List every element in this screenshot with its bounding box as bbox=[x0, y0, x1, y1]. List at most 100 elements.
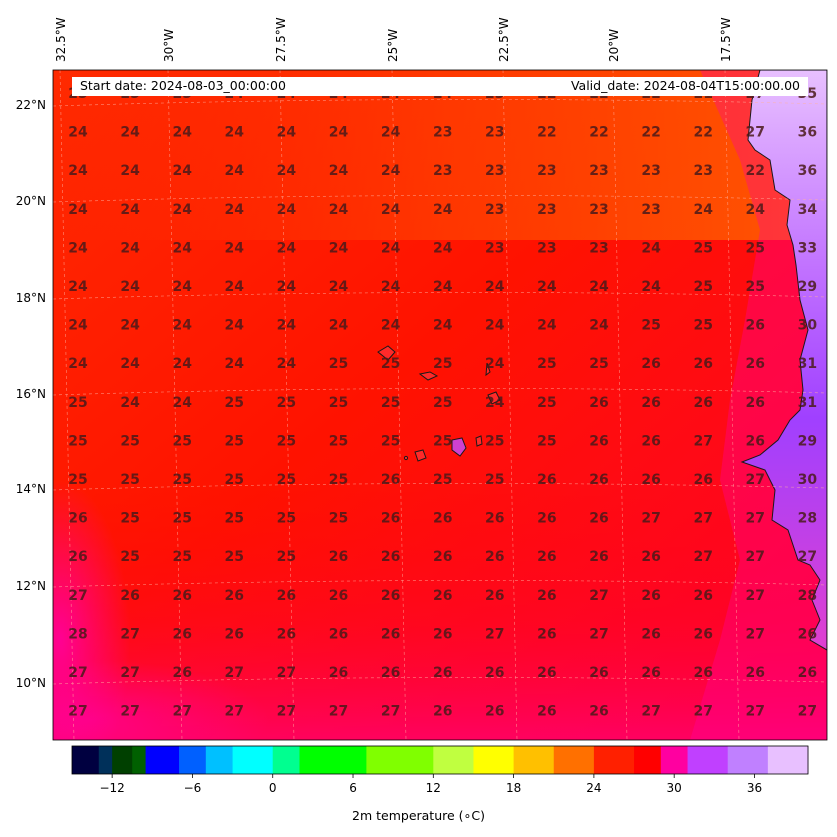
colorbar-segment bbox=[667, 746, 675, 774]
colorbar-segment bbox=[239, 746, 247, 774]
grid-value-label: 24 bbox=[172, 240, 192, 256]
grid-value-label: 26 bbox=[329, 626, 348, 642]
grid-value-label: 26 bbox=[120, 588, 139, 604]
parallel-line bbox=[53, 195, 827, 203]
grid-value-label: 22 bbox=[589, 125, 608, 141]
colorbar-segment bbox=[520, 746, 528, 774]
grid-value-label: 24 bbox=[68, 240, 88, 256]
parallel-line bbox=[53, 483, 827, 491]
colorbar-segment bbox=[680, 746, 689, 774]
grid-value-label: 25 bbox=[120, 549, 139, 565]
grid-value-label: 25 bbox=[172, 511, 191, 527]
colorbar-segment bbox=[506, 746, 515, 774]
colorbar-segment bbox=[312, 746, 321, 774]
grid-value-label: 27 bbox=[746, 704, 765, 720]
parallel-line bbox=[53, 99, 827, 107]
colorbar-segment bbox=[694, 746, 702, 774]
colorbar-segment bbox=[526, 746, 535, 774]
grid-value-label: 27 bbox=[746, 125, 765, 141]
grid-value-label: 24 bbox=[329, 202, 349, 218]
grid-value-label: 27 bbox=[693, 549, 712, 565]
grid-value-label: 22 bbox=[641, 125, 660, 141]
grid-value-label: 26 bbox=[381, 626, 400, 642]
grid-value-label: 23 bbox=[485, 163, 504, 179]
grid-value-label: 26 bbox=[485, 549, 504, 565]
grid-value-label: 36 bbox=[798, 125, 817, 141]
african-coastline bbox=[740, 70, 827, 651]
colorbar-segment bbox=[172, 746, 180, 774]
grid-value-label: 26 bbox=[329, 549, 348, 565]
colorbar-segment bbox=[767, 746, 776, 774]
grid-value-label: 27 bbox=[641, 704, 660, 720]
grid-value-label: 25 bbox=[433, 356, 452, 372]
colorbar-segment bbox=[286, 746, 294, 774]
grid-value-label: 26 bbox=[641, 665, 660, 681]
grid-value-label: 25 bbox=[589, 356, 608, 372]
grid-value-label: 22 bbox=[693, 125, 712, 141]
grid-value-label: 26 bbox=[746, 665, 765, 681]
grid-value-label: 27 bbox=[641, 511, 660, 527]
grid-value-label: 25 bbox=[120, 511, 139, 527]
grid-value-label: 24 bbox=[120, 318, 140, 334]
colorbar-segment bbox=[145, 746, 153, 774]
cape-verde-islands bbox=[377, 345, 501, 462]
colorbar-tick-label: 36 bbox=[746, 781, 763, 795]
colorbar-segment bbox=[332, 746, 341, 774]
meridian-line bbox=[502, 70, 518, 740]
grid-value-label: 27 bbox=[68, 665, 87, 681]
colorbar-segment bbox=[781, 746, 789, 774]
colorbar-segment bbox=[138, 746, 147, 774]
colorbar-segment bbox=[259, 746, 267, 774]
grid-value-label: 24 bbox=[485, 318, 505, 334]
longitude-label: 17.5°W bbox=[719, 17, 733, 62]
colorbar-segment bbox=[567, 746, 575, 774]
grid-value-label: 25 bbox=[693, 318, 712, 334]
grid-value-label: 25 bbox=[381, 395, 400, 411]
colorbar-segment bbox=[199, 746, 207, 774]
grid-value-label: 24 bbox=[381, 163, 401, 179]
grid-value-label: 26 bbox=[641, 395, 660, 411]
grid-value-label: 29 bbox=[798, 433, 817, 449]
colorbar-segment bbox=[547, 746, 555, 774]
grid-value-label: 24 bbox=[172, 356, 192, 372]
grid-value-label: 27 bbox=[589, 626, 608, 642]
grid-value-label: 24 bbox=[120, 395, 140, 411]
grid-value-label: 24 bbox=[381, 279, 401, 295]
grid-value-label: 24 bbox=[433, 279, 453, 295]
grid-value-label: 25 bbox=[746, 279, 765, 295]
grid-value-label: 26 bbox=[277, 588, 296, 604]
colorbar-segment bbox=[426, 746, 434, 774]
temperature-value-grid: 2525252424242424232222222127352424242424… bbox=[68, 86, 817, 720]
grid-value-label: 24 bbox=[120, 125, 140, 141]
colorbar-segment bbox=[654, 746, 662, 774]
grid-value-label: 26 bbox=[589, 665, 608, 681]
colorbar-segment bbox=[393, 746, 401, 774]
colorbar-segment bbox=[794, 746, 802, 774]
colorbar-segment bbox=[373, 746, 381, 774]
grid-value-label: 23 bbox=[693, 163, 712, 179]
grid-value-label: 24 bbox=[277, 279, 297, 295]
colorbar-tick-label: −6 bbox=[183, 781, 202, 795]
grid-value-label: 25 bbox=[225, 549, 244, 565]
grid-value-label: 26 bbox=[537, 549, 556, 565]
grid-value-label: 27 bbox=[68, 588, 87, 604]
grid-value-label: 25 bbox=[225, 472, 244, 488]
latitude-label: 20°N bbox=[15, 194, 46, 208]
grid-value-label: 26 bbox=[172, 665, 191, 681]
colorbar-segment bbox=[292, 746, 301, 774]
grid-value-label: 25 bbox=[433, 472, 452, 488]
grid-value-label: 25 bbox=[277, 472, 296, 488]
colorbar-segment bbox=[406, 746, 414, 774]
valid-date-label: Valid_date: 2024-08-04T15:00:00.00 bbox=[570, 78, 800, 93]
colorbar-segment bbox=[185, 746, 194, 774]
grid-value-label: 24 bbox=[68, 125, 88, 141]
grid-value-label: 24 bbox=[68, 279, 88, 295]
colorbar-segment bbox=[379, 746, 388, 774]
grid-value-label: 26 bbox=[225, 626, 244, 642]
grid-value-label: 24 bbox=[225, 279, 245, 295]
longitude-label: 25°W bbox=[386, 28, 400, 62]
grid-value-label: 25 bbox=[485, 433, 504, 449]
grid-value-label: 26 bbox=[798, 665, 817, 681]
grid-value-label: 23 bbox=[641, 163, 660, 179]
